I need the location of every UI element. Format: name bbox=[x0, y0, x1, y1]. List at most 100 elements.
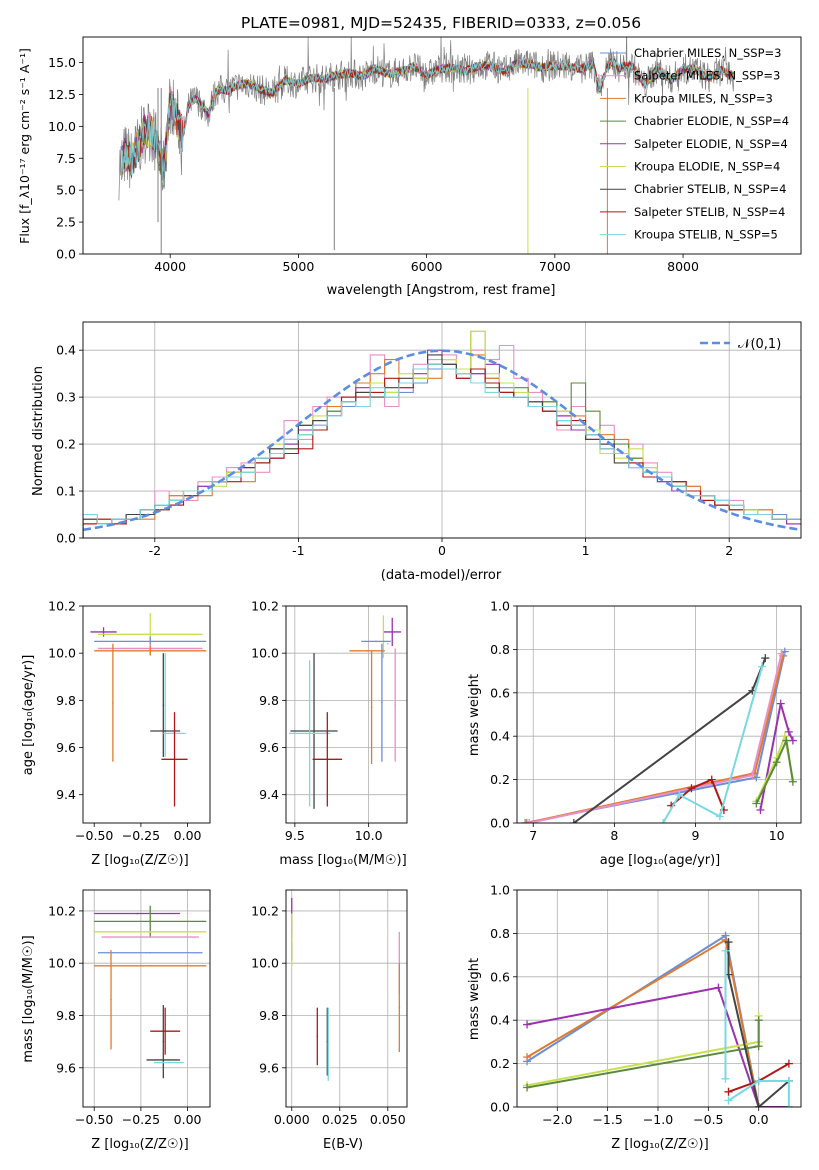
legend-label: Salpeter MILES, N_SSP=3 bbox=[634, 69, 780, 83]
weight-marker bbox=[784, 727, 793, 736]
massage-xlabel: mass [log₁₀(M/M☉)] bbox=[279, 853, 406, 868]
errorbar-point bbox=[149, 931, 152, 933]
y-tick-label: 0.2 bbox=[490, 772, 510, 787]
x-tick-label: 1 bbox=[582, 543, 590, 558]
weight-line-0 bbox=[524, 651, 786, 823]
y-tick-label: 10.2 bbox=[48, 599, 76, 614]
weight-marker bbox=[659, 819, 668, 823]
y-tick-label: 10.0 bbox=[251, 956, 279, 971]
weight-marker bbox=[523, 1053, 532, 1062]
y-tick-label: 9.4 bbox=[56, 787, 76, 802]
weight-marker bbox=[754, 1103, 763, 1107]
x-tick-label: −1.0 bbox=[643, 1112, 673, 1127]
x-tick-label: -2 bbox=[149, 543, 161, 558]
grid-layer bbox=[83, 322, 801, 1108]
spectrum-legend: Chabrier MILES, N_SSP=3 Salpeter MILES, N… bbox=[600, 46, 789, 242]
x-tick-label: 10.0 bbox=[355, 828, 383, 843]
y-tick-label: 10.2 bbox=[251, 903, 279, 918]
errorbar-plot-2 bbox=[90, 613, 207, 807]
spectrum-xlabel: wavelength [Angstrom, rest frame] bbox=[327, 283, 556, 298]
errorbar-point bbox=[102, 631, 105, 633]
zmass-ylabel: mass [log₁₀(M/M☉)] bbox=[21, 935, 36, 1062]
y-tick-label: 1.0 bbox=[490, 599, 510, 614]
zmass-xlabel: Z [log₁₀(Z/Z☉)] bbox=[91, 1137, 188, 1152]
legend-label: Kroupa ELODIE, N_SSP=4 bbox=[634, 160, 780, 174]
histogram-series-8 bbox=[83, 363, 801, 538]
y-tick-label: 9.8 bbox=[56, 1008, 76, 1023]
weight-marker bbox=[756, 805, 765, 814]
y-tick-label: 9.8 bbox=[259, 693, 279, 708]
weight-marker bbox=[748, 771, 757, 780]
weight-marker bbox=[721, 946, 730, 955]
weight-line-5 bbox=[727, 942, 790, 1107]
errorbar-point bbox=[387, 642, 389, 645]
weight-marker bbox=[758, 662, 767, 671]
y-tick-label: 9.6 bbox=[56, 1060, 76, 1075]
weight-marker bbox=[724, 938, 733, 947]
errorbar-point bbox=[149, 936, 152, 938]
errorbar-point bbox=[162, 704, 165, 706]
weight-line-3 bbox=[526, 1015, 760, 1087]
errorbar-point bbox=[375, 640, 377, 643]
x-tick-label: 6000 bbox=[411, 259, 443, 274]
legend-label: Salpeter ELODIE, N_SSP=4 bbox=[634, 137, 788, 151]
y-tick-label: 9.6 bbox=[259, 740, 279, 755]
axes-frame bbox=[82, 36, 802, 255]
y-tick-label: 1.0 bbox=[490, 883, 510, 898]
legend-label: Chabrier STELIB, N_SSP=4 bbox=[634, 182, 786, 196]
y-tick-label: 10.2 bbox=[48, 903, 76, 918]
y-tick-label: 0.1 bbox=[56, 484, 76, 499]
axes-frame bbox=[285, 889, 408, 1108]
x-tick-label: −0.25 bbox=[122, 1112, 160, 1127]
legend-label: Chabrier ELODIE, N_SSP=4 bbox=[634, 114, 789, 128]
y-tick-label: 0.0 bbox=[490, 1100, 510, 1115]
weight-marker bbox=[761, 654, 770, 663]
x-tick-label: 5000 bbox=[282, 259, 314, 274]
y-tick-label: 0.0 bbox=[56, 531, 76, 546]
x-tick-label: −0.50 bbox=[75, 1112, 113, 1127]
errorbar-plot-3 bbox=[288, 615, 402, 809]
histogram-xlabel: (data-model)/error bbox=[381, 568, 502, 583]
y-tick-label: 9.8 bbox=[259, 1008, 279, 1023]
weight-plot-4 bbox=[521, 647, 797, 823]
errorbar-point bbox=[112, 701, 114, 704]
axes-frame bbox=[82, 605, 211, 824]
errorbar-point bbox=[149, 965, 152, 967]
legend-label: Chabrier MILES, N_SSP=3 bbox=[634, 46, 781, 60]
errorbar-point bbox=[313, 730, 315, 732]
y-tick-label: 12.5 bbox=[48, 87, 76, 102]
weight-marker bbox=[784, 1059, 793, 1068]
x-tick-label: 0.0 bbox=[749, 1112, 769, 1127]
y-tick-label: 0.8 bbox=[490, 926, 510, 941]
weight-marker bbox=[523, 1083, 532, 1092]
weight-plot-7 bbox=[523, 931, 793, 1107]
errorbar-point bbox=[366, 650, 368, 652]
legend-label: Kroupa MILES, N_SSP=3 bbox=[634, 91, 773, 105]
errorbar-point bbox=[164, 1030, 166, 1032]
histogram-ylabel: Normed distribution bbox=[31, 366, 46, 496]
axes-frame bbox=[82, 889, 211, 1108]
errorbar-point bbox=[162, 1040, 165, 1043]
weight-marker bbox=[788, 777, 797, 786]
errorbar-plot-5 bbox=[94, 905, 207, 1079]
errorbar-point bbox=[173, 758, 176, 761]
y-tick-label: 10.2 bbox=[251, 599, 279, 614]
x-tick-label: −0.5 bbox=[693, 1112, 723, 1127]
agemw-ylabel: mass weight bbox=[467, 674, 482, 756]
weight-marker bbox=[776, 699, 785, 708]
x-tick-label: −1.5 bbox=[592, 1112, 622, 1127]
errorbar-point bbox=[168, 1061, 170, 1064]
weight-marker bbox=[752, 799, 761, 808]
y-tick-label: 0.3 bbox=[56, 390, 76, 405]
errorbar-point bbox=[162, 1059, 165, 1061]
x-tick-label: 0.025 bbox=[322, 1112, 358, 1127]
y-tick-label: 0.0 bbox=[490, 816, 510, 831]
y-tick-label: 0.4 bbox=[56, 343, 76, 358]
weight-line-8 bbox=[662, 666, 764, 823]
axes-frame bbox=[516, 605, 802, 824]
agemw-xlabel: age [log₁₀(age/yr)] bbox=[600, 853, 721, 868]
errorbar-point bbox=[149, 650, 152, 652]
weight-marker bbox=[687, 784, 696, 793]
errorbar-point bbox=[149, 951, 152, 954]
